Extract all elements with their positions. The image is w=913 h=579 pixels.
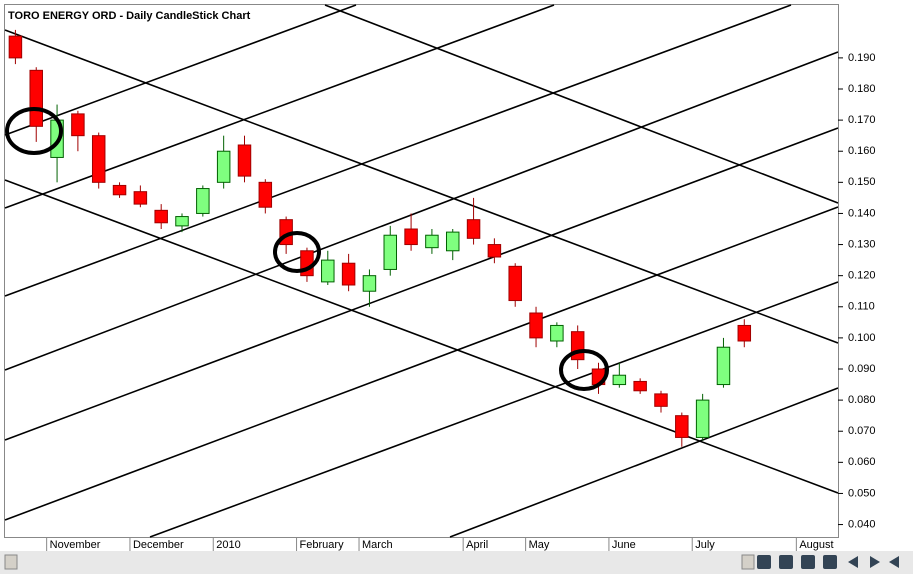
candle-body	[154, 209, 168, 224]
candle-body	[258, 181, 273, 208]
candle-body	[112, 184, 127, 196]
trend-line	[4, 51, 839, 371]
candle-body	[383, 234, 398, 270]
candle-body	[321, 259, 335, 283]
x-tick-label: May	[529, 539, 550, 551]
scrollbar-area	[0, 551, 913, 574]
trend-line	[149, 281, 839, 538]
candle-body	[341, 262, 356, 286]
y-tick-label: 0.140	[848, 207, 876, 219]
toolbar-button[interactable]	[779, 555, 793, 569]
trend-line	[4, 4, 792, 297]
toolbar-button[interactable]	[889, 556, 899, 568]
y-tick-label: 0.040	[848, 518, 876, 530]
toolbar-button[interactable]	[757, 555, 771, 569]
highlight-circle	[273, 231, 321, 273]
trend-line	[449, 387, 839, 538]
x-tick-label: February	[300, 539, 345, 551]
trend-line	[4, 127, 839, 441]
y-tick-label: 0.130	[848, 238, 876, 250]
y-tick-label: 0.150	[848, 176, 876, 188]
y-tick-label: 0.120	[848, 270, 876, 282]
x-tick-label: 2010	[216, 539, 240, 551]
candle-body	[633, 380, 647, 392]
candle-body	[487, 244, 502, 258]
x-tick-label: November	[50, 539, 101, 551]
candle-body	[404, 228, 418, 246]
candle-body	[216, 150, 231, 183]
toolbar-button[interactable]	[801, 555, 815, 569]
trend-line	[4, 29, 839, 344]
y-tick-label: 0.080	[848, 394, 876, 406]
trend-line	[4, 4, 357, 136]
candle-body	[570, 331, 585, 361]
y-tick-label: 0.060	[848, 456, 876, 468]
candle-body	[196, 188, 210, 214]
candle-body	[737, 324, 752, 342]
toolbar	[757, 555, 899, 569]
candle-body	[8, 35, 23, 59]
x-tick-label: July	[695, 539, 715, 551]
candle-body	[508, 265, 522, 302]
circles	[5, 107, 609, 391]
x-tick-label: April	[466, 539, 488, 551]
scroll-right[interactable]	[741, 554, 755, 570]
candle-body	[237, 144, 252, 177]
x-tick-label: December	[133, 539, 184, 551]
candle-body	[529, 312, 543, 339]
x-tick-label: March	[362, 539, 393, 551]
toolbar-button[interactable]	[870, 556, 880, 568]
candle-body	[675, 415, 689, 438]
candle-body	[654, 393, 668, 407]
scroll-left[interactable]	[4, 554, 18, 570]
trend-lines	[4, 4, 839, 538]
candle-body	[29, 69, 43, 127]
y-tick-label: 0.160	[848, 145, 876, 157]
y-tick-label: 0.180	[848, 83, 876, 95]
x-tick-label: August	[799, 539, 833, 551]
candle-body	[612, 374, 627, 386]
y-tick-label: 0.100	[848, 332, 876, 344]
x-tick-label: June	[612, 539, 636, 551]
candle-body	[133, 191, 148, 205]
candle-body	[445, 231, 460, 252]
y-tick-label: 0.050	[848, 487, 876, 499]
trend-line	[324, 4, 839, 204]
candle-body	[550, 324, 564, 342]
y-tick-label: 0.190	[848, 52, 876, 64]
y-tick-label: 0.090	[848, 363, 876, 375]
chart-title: TORO ENERGY ORD - Daily CandleStick Char…	[8, 10, 251, 22]
candle-body	[695, 399, 710, 438]
toolbar-button[interactable]	[848, 556, 858, 568]
candle-body	[425, 234, 439, 249]
candle-body	[362, 275, 377, 292]
candle-body	[175, 216, 189, 227]
y-tick-label: 0.070	[848, 425, 876, 437]
candle-body	[716, 346, 731, 386]
candle-body	[71, 113, 85, 137]
highlight-circle	[559, 349, 609, 391]
y-tick-label: 0.110	[848, 301, 875, 313]
trend-line	[4, 206, 839, 521]
y-tick-label: 0.170	[848, 114, 876, 126]
candle-body	[91, 135, 106, 183]
candle-body	[466, 219, 481, 239]
toolbar-button[interactable]	[823, 555, 837, 569]
highlight-circle	[5, 107, 63, 155]
